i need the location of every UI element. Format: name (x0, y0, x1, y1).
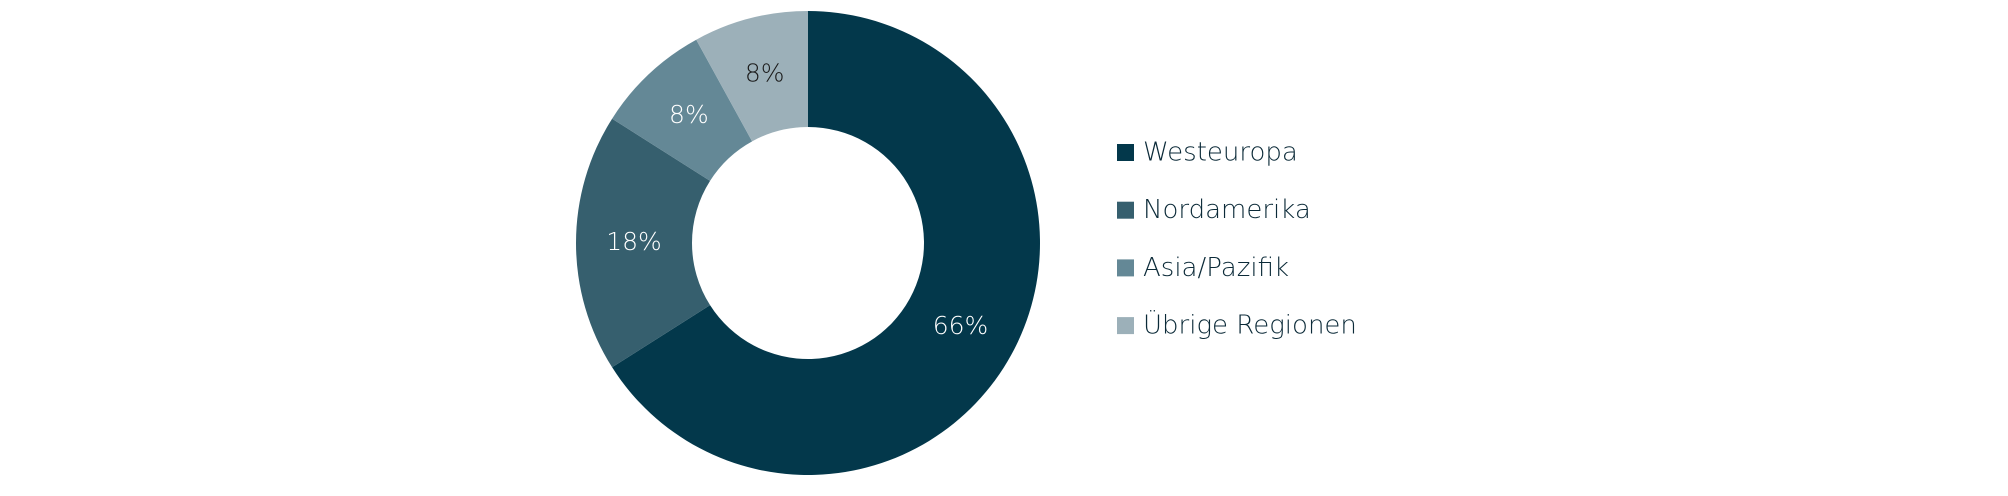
legend-swatch (1117, 317, 1134, 335)
slice (696, 11, 808, 142)
legend-label: Asia/Pazifik (1143, 253, 1289, 283)
data-label: 8% (669, 100, 709, 129)
legend-swatch (1117, 201, 1134, 219)
data-label: 18% (606, 227, 662, 256)
slice (612, 39, 753, 181)
legend-label: Übrige Regionen (1143, 309, 1357, 341)
legend-swatch (1117, 144, 1134, 161)
legend-swatch (1117, 259, 1134, 277)
legend-label: Westeuropa (1143, 138, 1298, 168)
slice (612, 11, 1040, 476)
slice (575, 118, 711, 368)
data-label: 66% (933, 311, 989, 340)
data-label: 8% (745, 58, 785, 87)
legend-label: Nordamerika (1143, 195, 1311, 225)
